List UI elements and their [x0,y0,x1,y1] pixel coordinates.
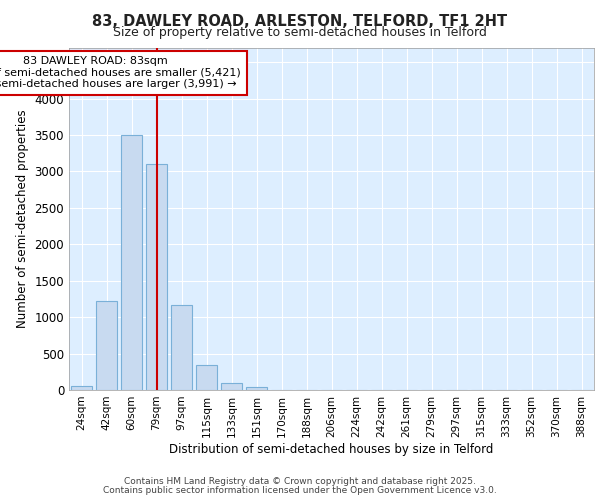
Bar [196,365,217,390]
Bar [71,386,92,390]
Bar [121,135,142,390]
Bar [171,306,192,390]
Text: Contains public sector information licensed under the Open Government Licence v3: Contains public sector information licen… [103,486,497,495]
Bar [96,301,117,390]
Y-axis label: Number of semi-detached properties: Number of semi-detached properties [16,110,29,328]
Text: Size of property relative to semi-detached houses in Telford: Size of property relative to semi-detach… [113,26,487,39]
Text: 83, DAWLEY ROAD, ARLESTON, TELFORD, TF1 2HT: 83, DAWLEY ROAD, ARLESTON, TELFORD, TF1 … [92,14,508,29]
Bar [246,387,267,390]
Text: 83 DAWLEY ROAD: 83sqm
← 57% of semi-detached houses are smaller (5,421)
42% of s: 83 DAWLEY ROAD: 83sqm ← 57% of semi-deta… [0,56,241,90]
Text: Contains HM Land Registry data © Crown copyright and database right 2025.: Contains HM Land Registry data © Crown c… [124,477,476,486]
Bar [146,164,167,390]
Bar [221,382,242,390]
X-axis label: Distribution of semi-detached houses by size in Telford: Distribution of semi-detached houses by … [169,442,494,456]
